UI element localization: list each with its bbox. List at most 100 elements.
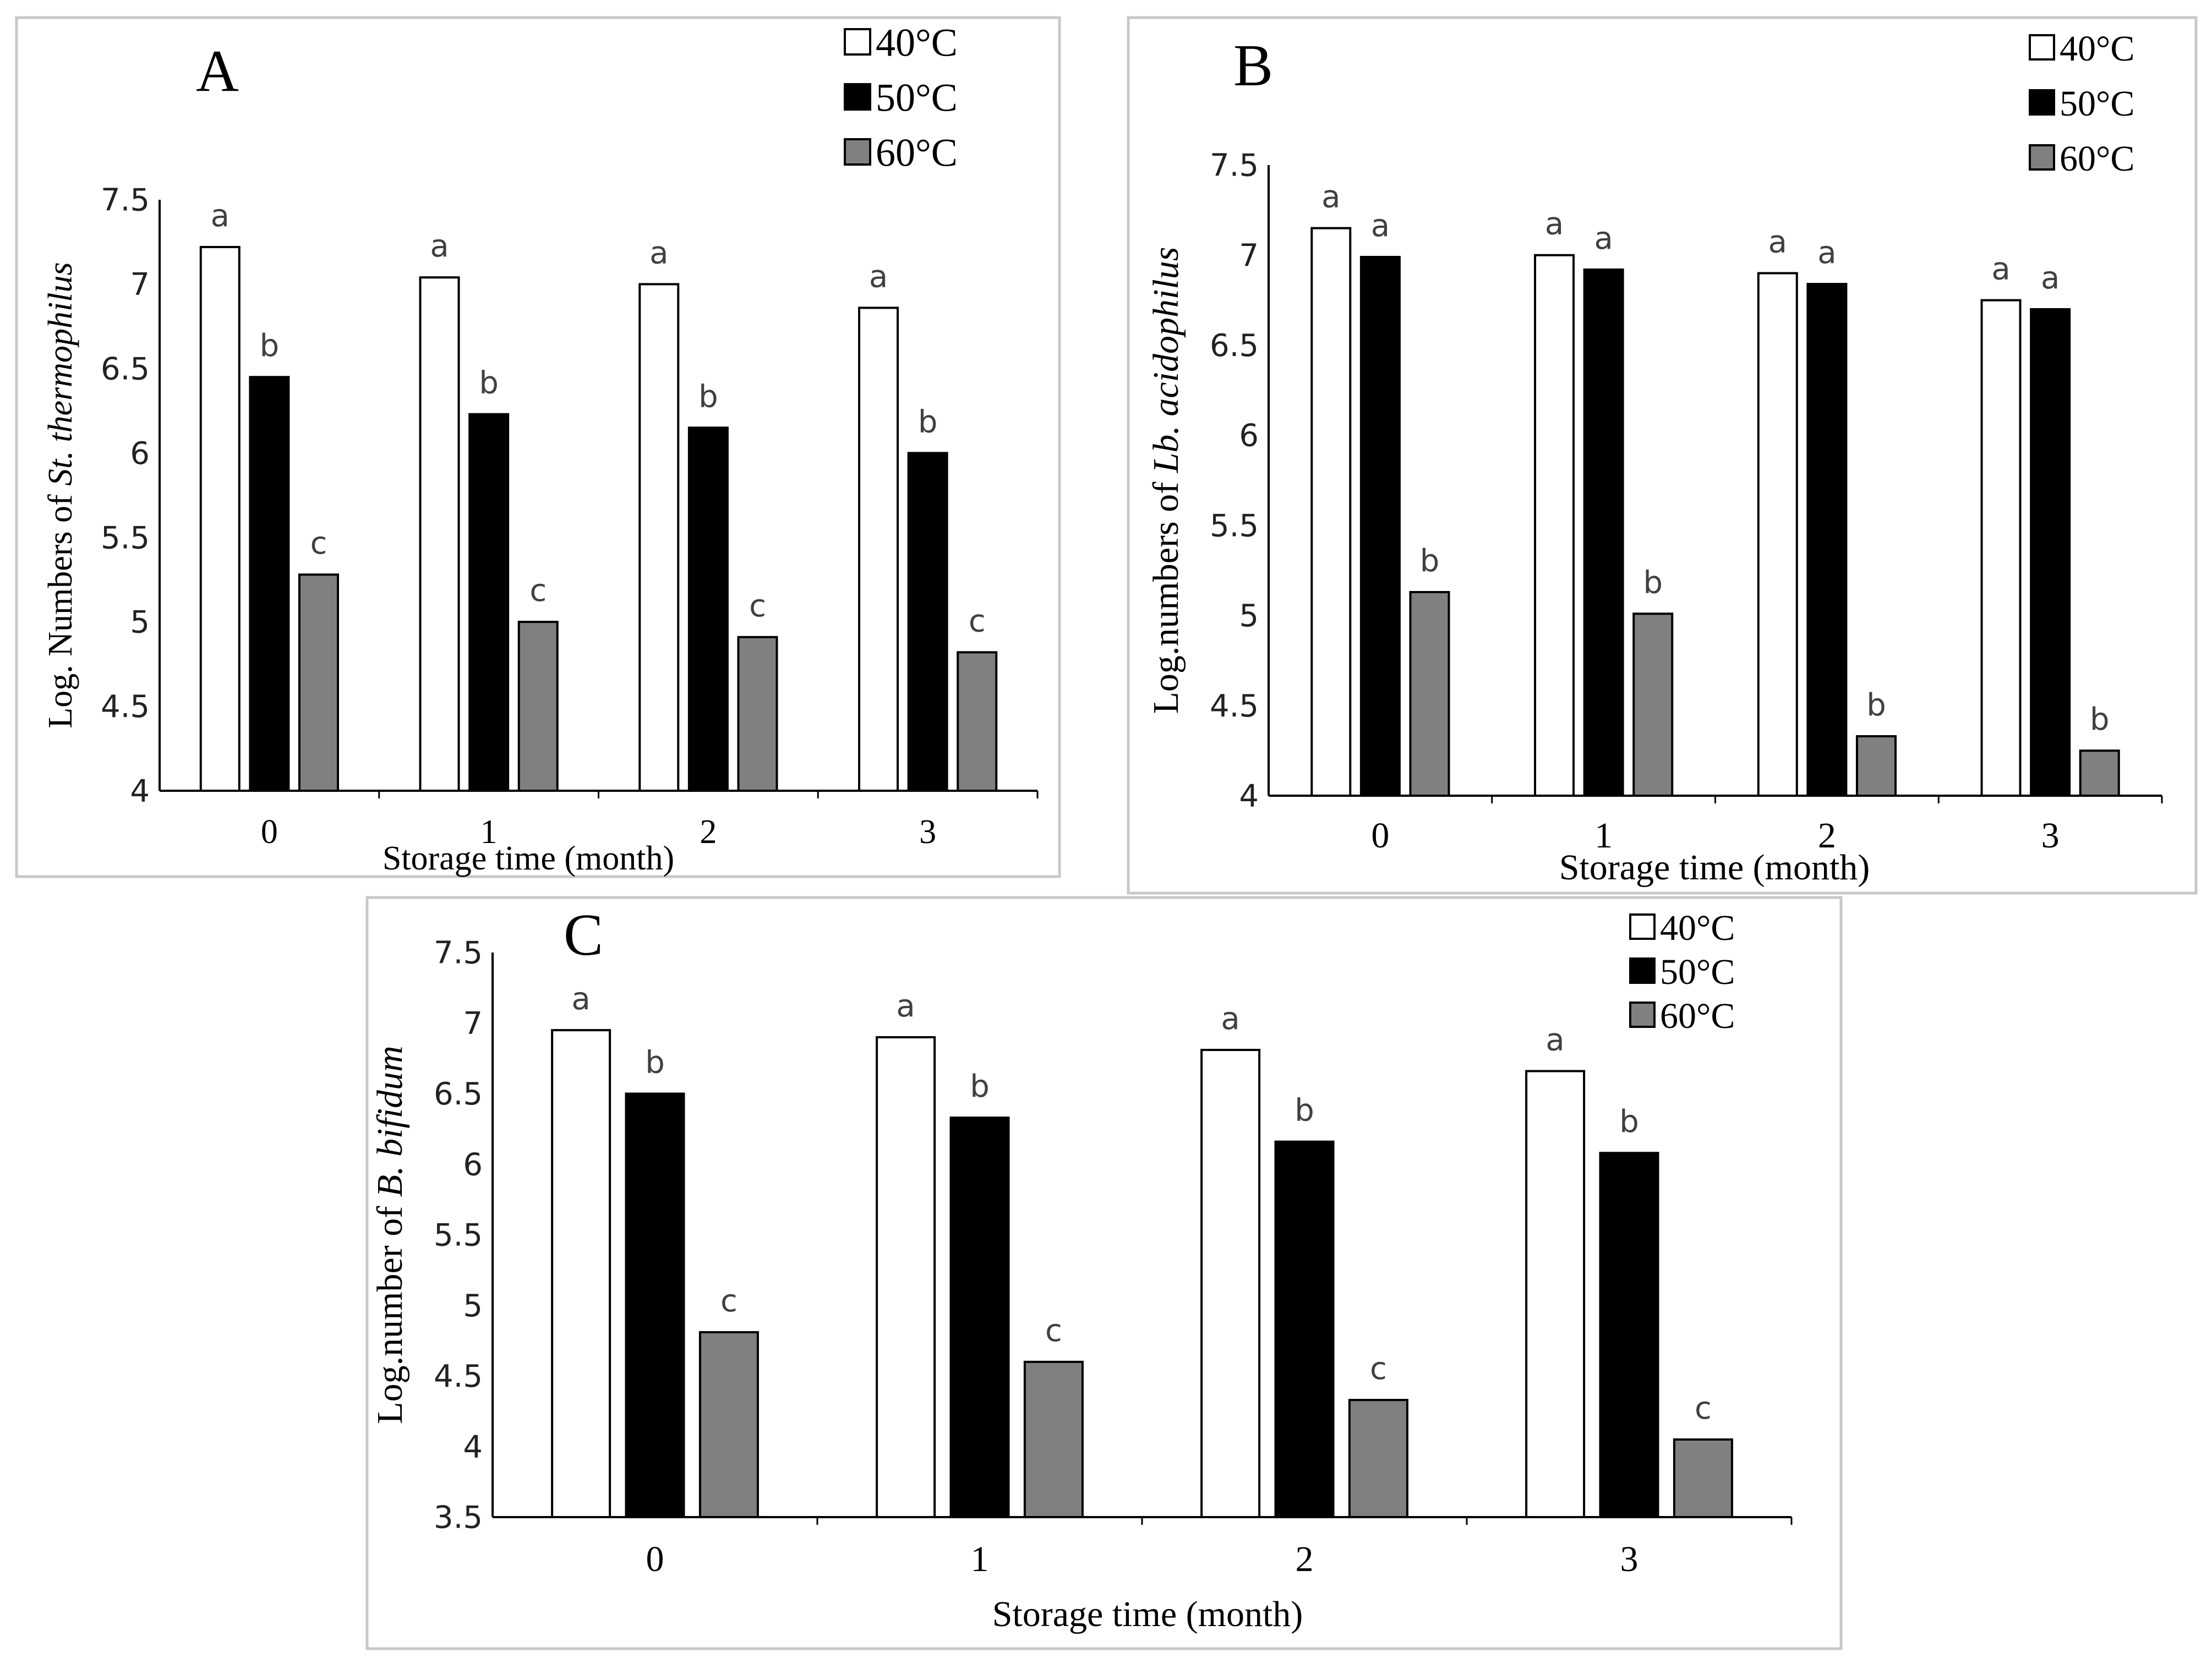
legend-label: 40°C bbox=[876, 21, 958, 65]
y-tick-label: 4.5 bbox=[1210, 688, 1259, 724]
bar-40c-month-0 bbox=[1310, 227, 1352, 797]
x-tick-label: 0 bbox=[646, 1539, 664, 1579]
legend-swatch bbox=[1629, 957, 1656, 984]
y-tick-label: 7.5 bbox=[434, 935, 483, 971]
significance-label: b bbox=[1619, 1104, 1639, 1140]
bar-60c-month-0 bbox=[698, 1331, 759, 1519]
bar-50c-month-3 bbox=[2030, 308, 2071, 797]
y-tick-label: 7.5 bbox=[101, 183, 150, 218]
x-tick-label: 1 bbox=[971, 1539, 989, 1579]
legend-swatch bbox=[844, 83, 871, 111]
x-tick-label: 3 bbox=[2041, 816, 2060, 856]
bar-50c-month-3 bbox=[1599, 1152, 1659, 1518]
y-tick-label: 5 bbox=[463, 1288, 483, 1324]
x-tick-label: 1 bbox=[1594, 816, 1613, 856]
significance-label: c bbox=[310, 526, 327, 561]
y-axis-label: Log. Numbers of St. thermophilus bbox=[42, 262, 79, 728]
bar-50c-month-0 bbox=[625, 1092, 685, 1518]
bar-50c-month-3 bbox=[907, 452, 948, 792]
bar-50c-month-2 bbox=[687, 426, 729, 792]
legend-swatch bbox=[2029, 34, 2055, 61]
x-tick-label: 1 bbox=[480, 813, 498, 851]
bar-60c-month-3 bbox=[957, 651, 998, 792]
legend-label: 60°C bbox=[2060, 139, 2134, 179]
x-tick-label: 2 bbox=[1296, 1539, 1314, 1579]
significance-label: a bbox=[649, 235, 668, 271]
legend-swatch bbox=[2029, 144, 2055, 171]
bar-60c-month-1 bbox=[1023, 1360, 1084, 1519]
bar-50c-month-0 bbox=[1359, 255, 1401, 797]
significance-label: a bbox=[211, 198, 230, 234]
legend-swatch bbox=[1629, 1002, 1656, 1028]
legend-swatch bbox=[844, 28, 871, 56]
legend-label: 40°C bbox=[2060, 29, 2134, 69]
significance-label: a bbox=[1768, 224, 1787, 260]
legend: 40°C 50°C 60°C bbox=[2029, 29, 2134, 179]
y-tick-label: 5.5 bbox=[434, 1218, 483, 1254]
y-tick-label: 4 bbox=[463, 1429, 483, 1465]
x-tick-label: 2 bbox=[1818, 816, 1836, 856]
bar-60c-month-3 bbox=[1673, 1438, 1733, 1519]
significance-label: a bbox=[430, 228, 449, 264]
legend-label: 40°C bbox=[1660, 908, 1735, 948]
significance-label: a bbox=[1545, 206, 1564, 242]
legend-swatch bbox=[2029, 89, 2055, 116]
bar-40c-month-1 bbox=[1534, 254, 1575, 797]
bar-50c-month-0 bbox=[249, 376, 290, 792]
y-tick-label: 5 bbox=[1239, 598, 1259, 634]
y-tick-label: 4.5 bbox=[434, 1359, 483, 1394]
bar-60c-month-2 bbox=[1348, 1399, 1408, 1518]
legend-label: 50°C bbox=[2060, 84, 2134, 124]
bar-60c-month-3 bbox=[2079, 749, 2120, 797]
significance-label: b bbox=[1643, 565, 1663, 600]
x-axis-label: Storage time (month) bbox=[383, 840, 674, 877]
legend-label: 50°C bbox=[876, 76, 958, 120]
y-tick-label: 6 bbox=[463, 1147, 483, 1183]
significance-label: b bbox=[260, 328, 280, 364]
panel-frame bbox=[15, 16, 1061, 878]
significance-label: a bbox=[896, 988, 915, 1024]
y-tick-label: 7.5 bbox=[1210, 148, 1259, 184]
y-tick-label: 6.5 bbox=[101, 351, 150, 387]
y-tick-label: 6 bbox=[1239, 418, 1259, 454]
significance-label: a bbox=[869, 259, 888, 294]
y-tick-label: 5 bbox=[130, 605, 150, 641]
y-tick-label: 6.5 bbox=[1210, 328, 1259, 364]
y-axis-label: Log.number of B. bifidum bbox=[370, 1046, 410, 1424]
panel-a: A 4 4.5 5 5.5 6 6.5 7 7.5 0 a b c 1 a b c 2 a b c 3 a b c Storage… bbox=[15, 16, 1061, 878]
significance-label: a bbox=[571, 981, 590, 1017]
bar-40c-month-3 bbox=[1525, 1070, 1586, 1518]
bar-40c-month-0 bbox=[199, 245, 241, 792]
significance-label: a bbox=[1991, 251, 2010, 287]
significance-label: a bbox=[1817, 235, 1836, 271]
bar-40c-month-2 bbox=[1757, 272, 1798, 797]
bar-60c-month-1 bbox=[1632, 612, 1674, 797]
y-tick-label: 6 bbox=[130, 436, 150, 472]
y-tick-label: 4 bbox=[1239, 779, 1259, 814]
significance-label: b bbox=[1866, 687, 1886, 723]
y-tick-label: 7 bbox=[463, 1006, 483, 1042]
panel-label: B bbox=[1233, 33, 1273, 99]
bar-50c-month-2 bbox=[1806, 283, 1848, 797]
significance-label: a bbox=[1321, 179, 1340, 215]
bar-40c-month-2 bbox=[1200, 1048, 1261, 1518]
y-tick-label: 4 bbox=[130, 774, 150, 809]
legend-swatch bbox=[844, 138, 871, 166]
bar-60c-month-0 bbox=[1409, 591, 1450, 797]
x-axis-label: Storage time (month) bbox=[992, 1594, 1303, 1634]
significance-label: a bbox=[2041, 260, 2060, 296]
bar-40c-month-2 bbox=[638, 283, 680, 792]
significance-label: c bbox=[720, 1283, 738, 1319]
significance-label: c bbox=[969, 603, 986, 639]
significance-label: a bbox=[1545, 1022, 1564, 1058]
panel-frame bbox=[365, 896, 1843, 1650]
significance-label: b bbox=[2090, 702, 2110, 737]
panel-label: C bbox=[564, 902, 603, 968]
y-tick-label: 6.5 bbox=[434, 1076, 483, 1112]
significance-label: c bbox=[1045, 1313, 1062, 1349]
significance-label: c bbox=[1695, 1391, 1712, 1426]
legend-label: 60°C bbox=[876, 131, 958, 175]
significance-label: b bbox=[698, 379, 718, 414]
bar-50c-month-2 bbox=[1274, 1140, 1335, 1518]
